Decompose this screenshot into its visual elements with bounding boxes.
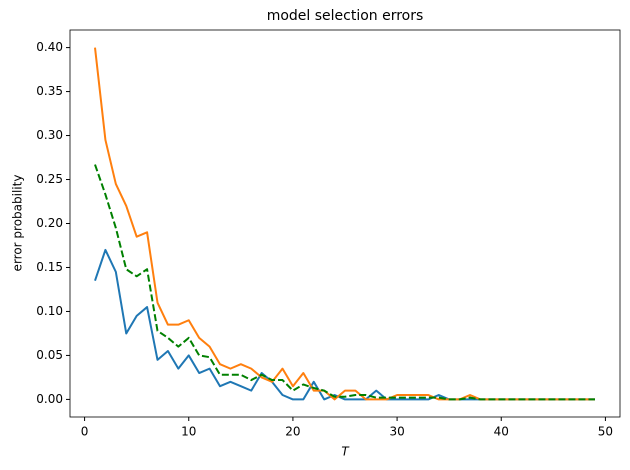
y-tick-label: 0.00	[36, 392, 63, 406]
x-tick-label: 0	[81, 425, 89, 439]
y-tick-label: 0.35	[36, 84, 63, 98]
y-tick-label: 0.30	[36, 128, 63, 142]
x-tick-label: 50	[598, 425, 613, 439]
y-tick-label: 0.15	[36, 260, 63, 274]
plot-frame	[69, 29, 621, 418]
y-tick-label: 0.25	[36, 172, 63, 186]
x-tick-label: 30	[389, 425, 404, 439]
x-axis-label: T	[341, 445, 350, 459]
y-tick-label: 0.40	[36, 40, 63, 54]
y-tick-label: 0.10	[36, 304, 63, 318]
y-tick-label: 0.20	[36, 216, 63, 230]
line-series	[94, 47, 595, 401]
x-tick-label: 20	[285, 425, 300, 439]
x-tick-label: 10	[181, 425, 196, 439]
x-tick-label: 40	[494, 425, 509, 439]
y-axis-label: error probability	[11, 175, 25, 272]
line-series	[94, 164, 595, 401]
y-tick-label: 0.05	[36, 348, 63, 362]
chart-title: model selection errors	[267, 8, 424, 24]
